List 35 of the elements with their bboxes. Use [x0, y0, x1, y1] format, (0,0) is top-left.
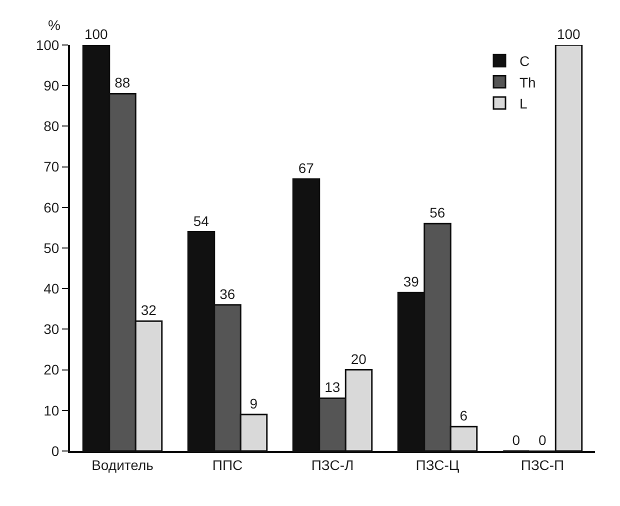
y-axis-title: % — [48, 17, 60, 33]
data-label: 36 — [220, 286, 236, 302]
data-label: 0 — [512, 432, 520, 448]
legend-label: C — [520, 53, 530, 70]
data-label: 100 — [84, 26, 108, 42]
y-tick-label: 20 — [44, 362, 60, 378]
legend-label: Th — [520, 74, 536, 90]
data-label: 6 — [460, 408, 468, 424]
data-label: 56 — [430, 204, 446, 221]
data-label: 100 — [556, 26, 581, 42]
data-label: 67 — [298, 160, 314, 176]
data-label: 39 — [403, 274, 420, 290]
data-label: 13 — [324, 379, 340, 396]
data-label: 0 — [538, 432, 547, 448]
x-tick-label: Водитель — [92, 456, 154, 473]
x-tick-label: ПЗС-П — [520, 456, 564, 473]
data-label: 20 — [350, 350, 367, 367]
y-tick-label: 30 — [44, 321, 60, 338]
x-tick-label: ПЗС-Ц — [416, 456, 460, 473]
y-tick-label: 50 — [44, 240, 60, 256]
y-tick-label: 90 — [44, 78, 60, 94]
y-tick-label: 100 — [36, 36, 60, 53]
y-tick-label: 70 — [44, 158, 60, 175]
y-tick-label: 80 — [44, 118, 60, 134]
x-tick-label: ППС — [212, 456, 243, 473]
legend-label: L — [520, 95, 528, 112]
data-label: 32 — [140, 302, 157, 318]
x-tick-label: ПЗС-Л — [311, 456, 354, 473]
data-label: 54 — [193, 212, 210, 229]
y-tick-label: 10 — [44, 402, 60, 418]
data-label: 88 — [114, 74, 130, 91]
y-tick-label: 60 — [44, 199, 60, 216]
y-tick-label: 0 — [51, 442, 60, 459]
y-tick-label: 40 — [44, 280, 60, 296]
data-label: 9 — [250, 395, 258, 412]
